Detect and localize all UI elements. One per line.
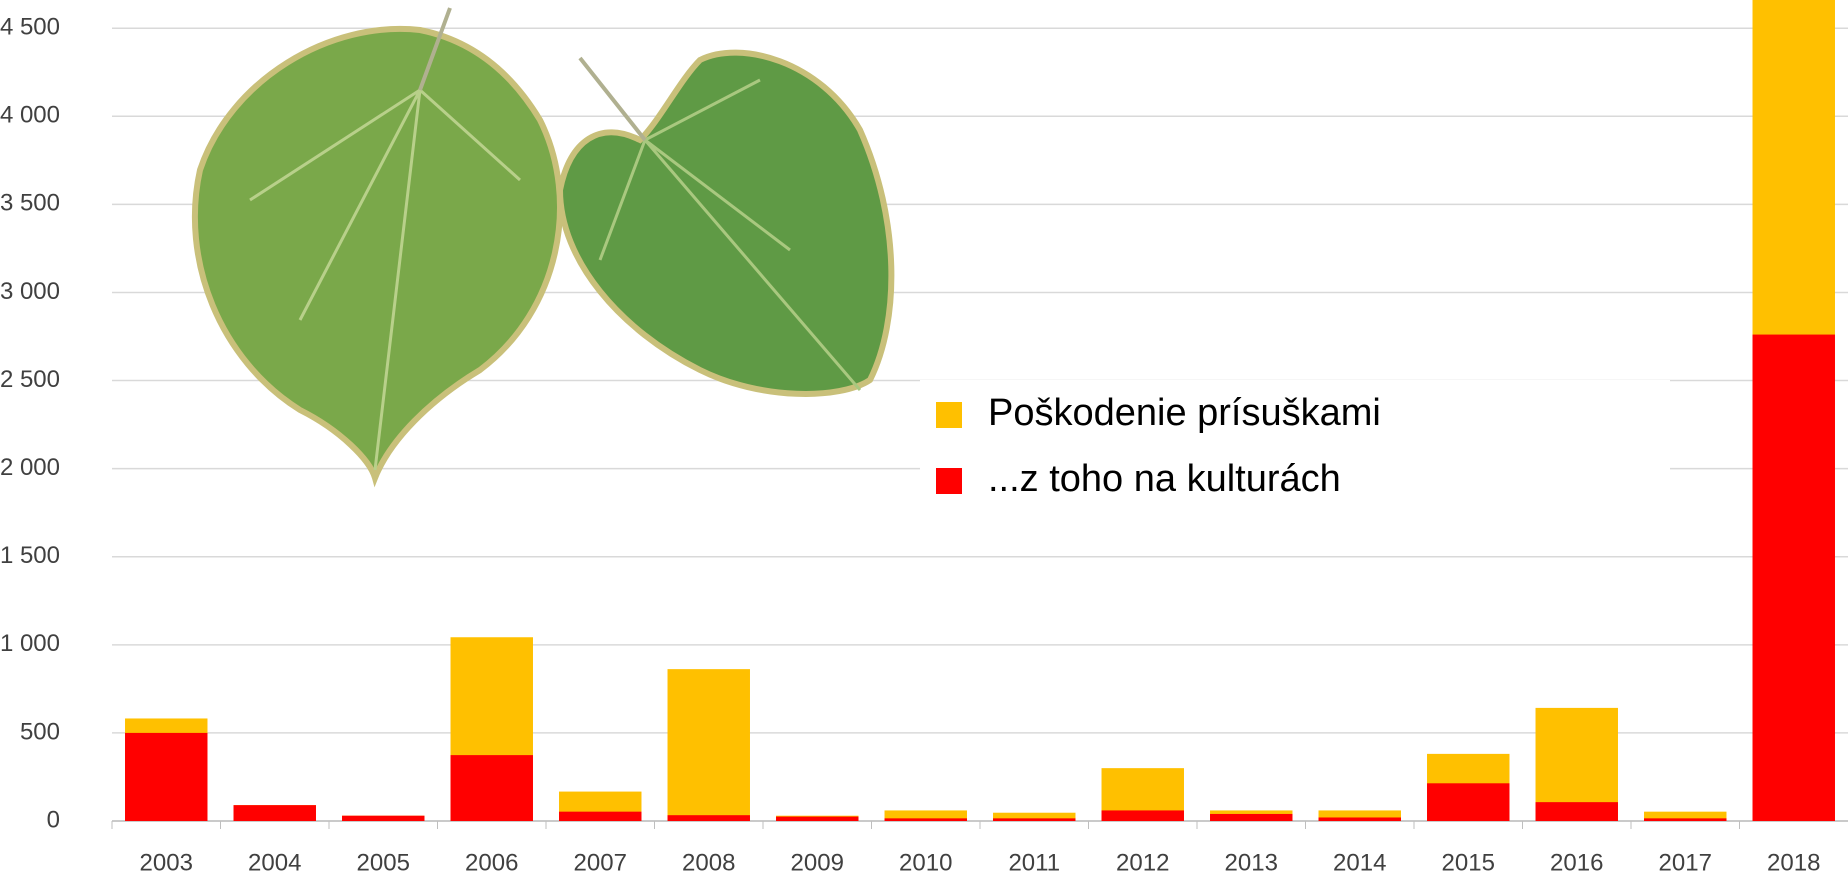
- bar: [234, 805, 316, 821]
- legend-swatch: [936, 468, 962, 494]
- leaf: [195, 29, 560, 478]
- bar: [776, 817, 858, 821]
- x-tick-label: 2006: [465, 849, 518, 876]
- bar: [885, 818, 967, 821]
- leaves: [195, 8, 891, 478]
- bar: [342, 816, 424, 821]
- x-tick-label: 2005: [357, 849, 410, 876]
- legend-label: Poškodenie prísuškami: [988, 392, 1381, 434]
- bar: [559, 812, 641, 821]
- x-tick-label: 2011: [1008, 849, 1060, 876]
- leaf: [560, 53, 891, 394]
- x-tick-label: 2004: [248, 849, 301, 876]
- y-tick-label: 2 500: [0, 366, 60, 393]
- y-tick-label: 3 500: [0, 190, 60, 217]
- bar: [1319, 817, 1401, 821]
- y-tick-label: 1 500: [0, 542, 60, 569]
- y-tick-label: 1 000: [0, 630, 60, 657]
- x-tick-label: 2007: [574, 849, 627, 876]
- x-tick-label: 2008: [682, 849, 735, 876]
- x-tick-label: 2009: [791, 849, 844, 876]
- bar: [1536, 802, 1618, 821]
- x-tick-label: 2014: [1333, 849, 1386, 876]
- bar: [1753, 335, 1835, 821]
- y-tick-label: 500: [20, 718, 60, 745]
- y-tick-label: 4 500: [0, 14, 60, 41]
- bar: [668, 815, 750, 821]
- x-tick-label: 2010: [899, 849, 952, 876]
- x-tick-label: 2012: [1116, 849, 1169, 876]
- chart: Poškodenie prísuškami ...z toho na kultur…: [0, 0, 1848, 878]
- bar: [1644, 818, 1726, 821]
- x-tick-label: 2003: [140, 849, 193, 876]
- x-tick-label: 2017: [1659, 849, 1712, 876]
- bar: [1427, 783, 1509, 821]
- bar: [993, 818, 1075, 821]
- y-tick-label: 2 000: [0, 454, 60, 481]
- bar: [451, 755, 533, 821]
- bar: [1102, 810, 1184, 821]
- x-tick-label: 2018: [1767, 849, 1820, 876]
- x-tick-label: 2015: [1442, 849, 1495, 876]
- x-tick-label: 2013: [1225, 849, 1278, 876]
- page: Poškodenie prísuškami ...z toho na kultur…: [0, 0, 1848, 878]
- bar: [668, 669, 750, 821]
- y-tick-label: 0: [47, 806, 60, 833]
- y-tick-label: 4 000: [0, 102, 60, 129]
- y-tick-label: 3 000: [0, 278, 60, 305]
- x-tick-label: 2016: [1550, 849, 1603, 876]
- bar: [125, 733, 207, 821]
- legend-label: ...z toho na kulturách: [988, 458, 1341, 500]
- legend-swatch: [936, 402, 962, 428]
- bar: [1210, 814, 1292, 821]
